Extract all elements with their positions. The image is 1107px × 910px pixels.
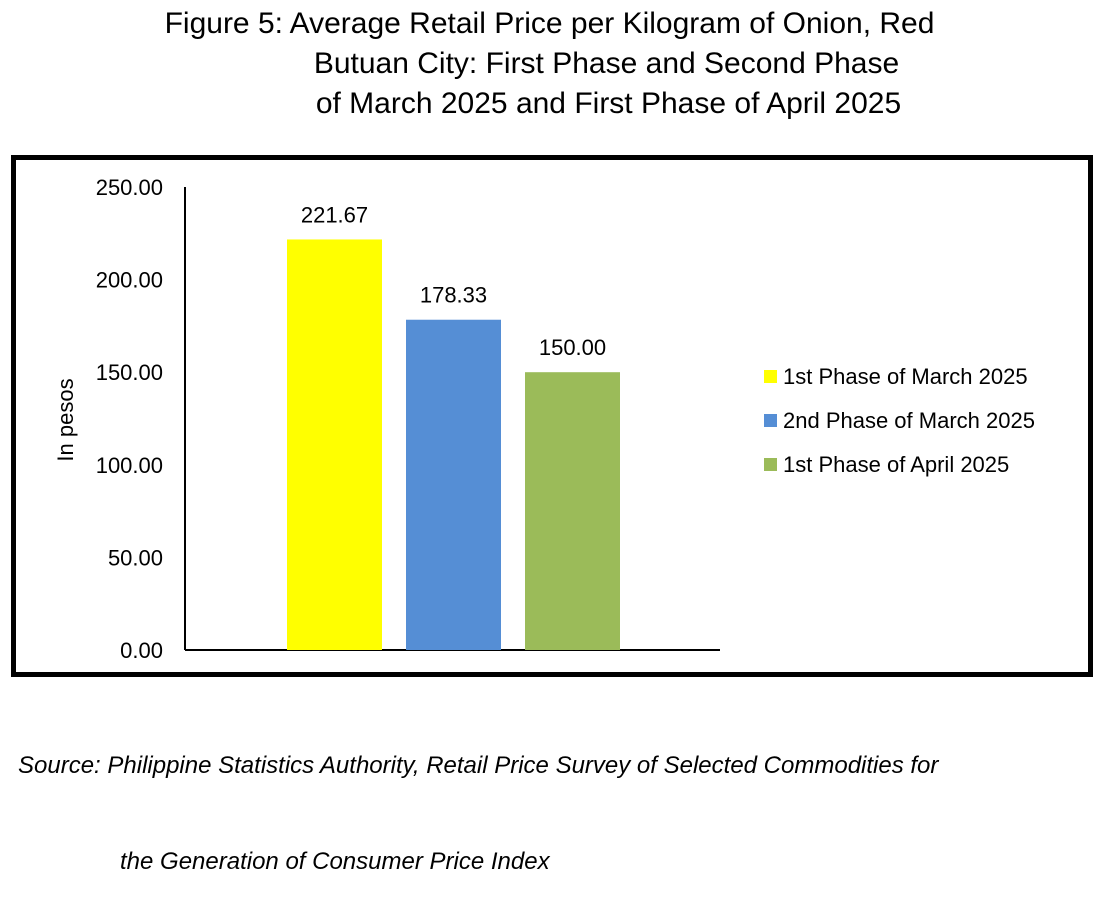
legend-swatch [764, 370, 777, 383]
bar-data-label: 178.33 [420, 283, 487, 308]
chart-frame [11, 155, 1093, 677]
y-axis-title: In pesos [53, 378, 78, 461]
legend-swatch [764, 414, 777, 427]
y-tick-label: 200.00 [96, 268, 163, 293]
y-tick-label: 100.00 [96, 453, 163, 478]
title-line-2: Butuan City: First Phase and Second Phas… [313, 47, 900, 80]
legend-label: 2nd Phase of March 2025 [783, 408, 1035, 433]
y-tick-label: 50.00 [108, 545, 163, 570]
bar-chart: 0.00 50.00 100.00 150.00 200.00 250.00 In peso… [53, 175, 1035, 663]
title-line-3: of March 2025 and First Phase of April 2… [315, 87, 902, 120]
legend-label: 1st Phase of April 2025 [783, 452, 1009, 477]
y-tick-label: 250.00 [96, 175, 163, 200]
bar [287, 239, 382, 650]
source-line-2: the Generation of Consumer Price Index [120, 848, 550, 875]
bar [525, 372, 620, 650]
source-note: Source: Philippine Statistics Authority,… [18, 686, 938, 910]
legend-swatch [764, 458, 777, 471]
chart-title: Figure 5: Average Retail Price per Kilog… [0, 4, 1107, 124]
bar-data-label: 221.67 [301, 202, 368, 227]
bar-data-label: 150.00 [539, 335, 606, 360]
legend-label: 1st Phase of March 2025 [783, 364, 1028, 389]
bar [406, 319, 501, 650]
y-tick-label: 150.00 [96, 360, 163, 385]
title-line-1: Figure 5: Average Retail Price per Kilog… [164, 7, 935, 40]
y-tick-label: 0.00 [120, 638, 163, 663]
